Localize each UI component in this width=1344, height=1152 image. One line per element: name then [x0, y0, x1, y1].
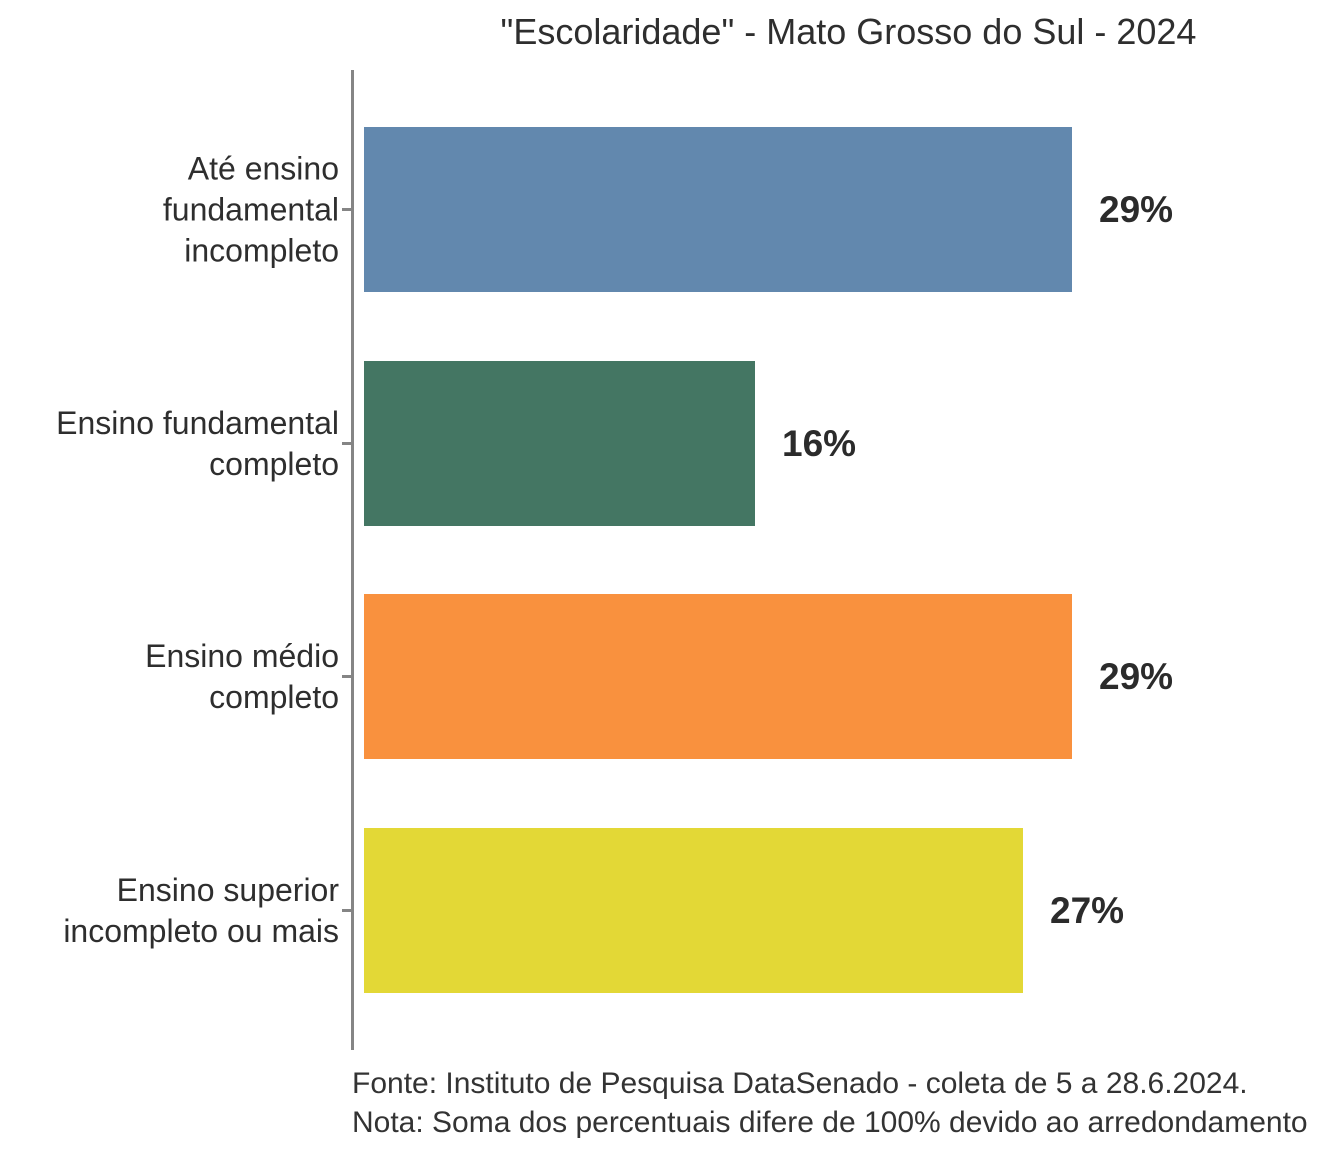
bar — [364, 594, 1072, 759]
bar — [364, 127, 1072, 292]
source-note: Fonte: Instituto de Pesquisa DataSenado … — [352, 1067, 1248, 1100]
category-label: Até ensino fundamental incompleto — [162, 150, 339, 268]
axis-tick — [342, 675, 352, 678]
footer: Fonte: Instituto de Pesquisa DataSenado … — [352, 1064, 1308, 1142]
axis-tick — [342, 442, 352, 445]
bar — [364, 828, 1023, 993]
axis-tick — [342, 208, 352, 211]
value-label: 29% — [1099, 655, 1174, 697]
y-axis-line — [351, 70, 354, 1050]
value-label: 29% — [1099, 188, 1174, 230]
category-label: Ensino médio completo — [145, 637, 339, 715]
chart-title: "Escolaridade" - Mato Grosso do Sul - 20… — [500, 11, 1197, 52]
axis-tick — [342, 909, 352, 912]
category-label: Ensino superior incompleto ou mais — [63, 871, 339, 949]
value-label: 27% — [1050, 889, 1125, 931]
category-label: Ensino fundamental completo — [56, 404, 339, 482]
value-label: 16% — [782, 422, 857, 464]
rounding-note: Nota: Soma dos percentuais difere de 100… — [352, 1106, 1308, 1139]
bar — [364, 361, 755, 526]
